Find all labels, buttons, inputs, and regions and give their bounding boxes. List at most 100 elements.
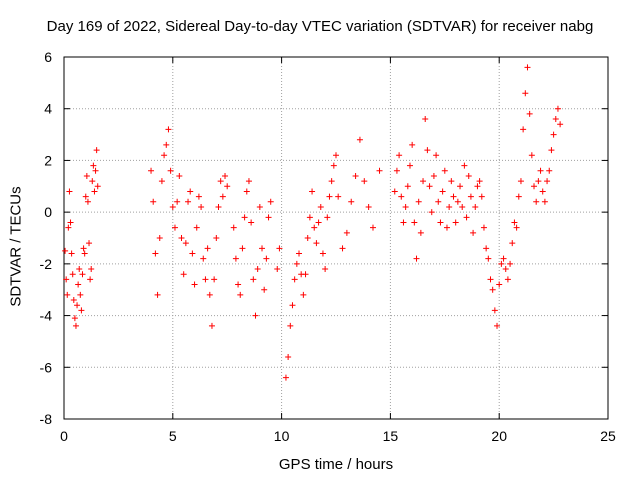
x-tick-label: 15 bbox=[383, 428, 399, 444]
data-point bbox=[415, 198, 422, 205]
data-point bbox=[250, 276, 257, 283]
data-point bbox=[64, 291, 71, 298]
data-point bbox=[478, 193, 485, 200]
data-point bbox=[400, 219, 407, 226]
data-point bbox=[500, 255, 507, 262]
ticks bbox=[63, 56, 609, 420]
data-point bbox=[81, 250, 88, 257]
data-point bbox=[452, 219, 459, 226]
data-point bbox=[62, 247, 69, 254]
data-point bbox=[333, 152, 339, 159]
data-point bbox=[309, 188, 316, 195]
data-point bbox=[476, 178, 483, 185]
data-point bbox=[261, 286, 268, 293]
y-tick-label: 4 bbox=[44, 101, 52, 117]
data-point bbox=[491, 307, 498, 314]
data-point bbox=[498, 260, 505, 267]
data-point bbox=[507, 260, 514, 267]
data-point bbox=[539, 188, 546, 195]
data-point bbox=[263, 255, 270, 262]
data-point bbox=[520, 126, 527, 133]
data-point bbox=[369, 224, 376, 231]
data-point bbox=[78, 307, 85, 314]
data-point bbox=[176, 172, 183, 179]
data-point bbox=[195, 193, 202, 200]
data-point bbox=[69, 271, 76, 278]
data-point bbox=[446, 203, 453, 210]
data-point bbox=[339, 245, 346, 252]
data-point bbox=[459, 203, 466, 210]
data-point bbox=[178, 235, 185, 241]
data-point bbox=[528, 152, 535, 159]
data-point bbox=[90, 162, 97, 169]
data-point bbox=[70, 297, 77, 304]
data-point bbox=[417, 229, 424, 236]
data-point bbox=[546, 167, 553, 174]
data-point bbox=[533, 198, 540, 205]
data-point bbox=[167, 167, 174, 174]
x-tick-label: 10 bbox=[274, 428, 290, 444]
data-point bbox=[454, 198, 461, 205]
data-points bbox=[62, 64, 564, 381]
data-point bbox=[326, 193, 333, 200]
data-point bbox=[450, 193, 457, 200]
data-point bbox=[200, 255, 207, 262]
data-point bbox=[509, 240, 516, 247]
data-point bbox=[239, 245, 246, 252]
y-tick-label: -8 bbox=[40, 411, 53, 427]
data-point bbox=[291, 276, 298, 283]
data-point bbox=[393, 167, 400, 174]
data-point bbox=[72, 322, 79, 329]
data-point bbox=[304, 235, 311, 241]
data-point bbox=[79, 271, 86, 278]
data-point bbox=[330, 162, 337, 169]
data-point bbox=[150, 198, 157, 205]
data-point bbox=[76, 266, 83, 273]
data-point bbox=[504, 276, 511, 283]
data-point bbox=[77, 291, 84, 298]
data-point bbox=[282, 374, 289, 381]
data-point bbox=[83, 172, 90, 179]
data-point bbox=[322, 266, 329, 273]
data-point bbox=[161, 152, 168, 159]
data-point bbox=[254, 266, 261, 273]
data-point bbox=[152, 250, 159, 257]
y-tick-label: -6 bbox=[40, 359, 53, 375]
data-point bbox=[522, 90, 529, 97]
data-point bbox=[274, 266, 281, 273]
data-point bbox=[156, 235, 163, 241]
data-point bbox=[287, 322, 294, 329]
data-point bbox=[472, 203, 479, 210]
data-point bbox=[237, 291, 244, 298]
data-point bbox=[356, 136, 363, 143]
data-point bbox=[391, 188, 398, 195]
data-point bbox=[317, 203, 324, 210]
data-point bbox=[256, 203, 263, 210]
data-point bbox=[511, 219, 518, 226]
data-point bbox=[248, 219, 255, 226]
data-point bbox=[474, 183, 481, 190]
data-point bbox=[230, 224, 237, 231]
data-point bbox=[252, 312, 259, 319]
data-point bbox=[193, 224, 200, 231]
data-point bbox=[241, 214, 248, 221]
data-point bbox=[182, 240, 189, 247]
data-point bbox=[526, 110, 533, 117]
y-axis-label: SDTVAR / TECUs bbox=[7, 186, 25, 307]
data-point bbox=[215, 203, 222, 210]
data-point bbox=[243, 188, 250, 195]
data-point bbox=[557, 121, 564, 128]
plot-frame bbox=[63, 56, 609, 420]
data-point bbox=[552, 116, 559, 123]
data-point bbox=[171, 224, 178, 231]
data-point bbox=[496, 281, 503, 288]
data-point bbox=[206, 291, 213, 298]
data-point bbox=[489, 286, 496, 293]
x-axis-label: GPS time / hours bbox=[278, 456, 394, 473]
data-point bbox=[154, 291, 161, 298]
data-point bbox=[515, 193, 522, 200]
data-point bbox=[531, 183, 538, 190]
data-point bbox=[441, 167, 448, 174]
x-tick-label: 20 bbox=[491, 428, 507, 444]
data-point bbox=[396, 152, 403, 159]
